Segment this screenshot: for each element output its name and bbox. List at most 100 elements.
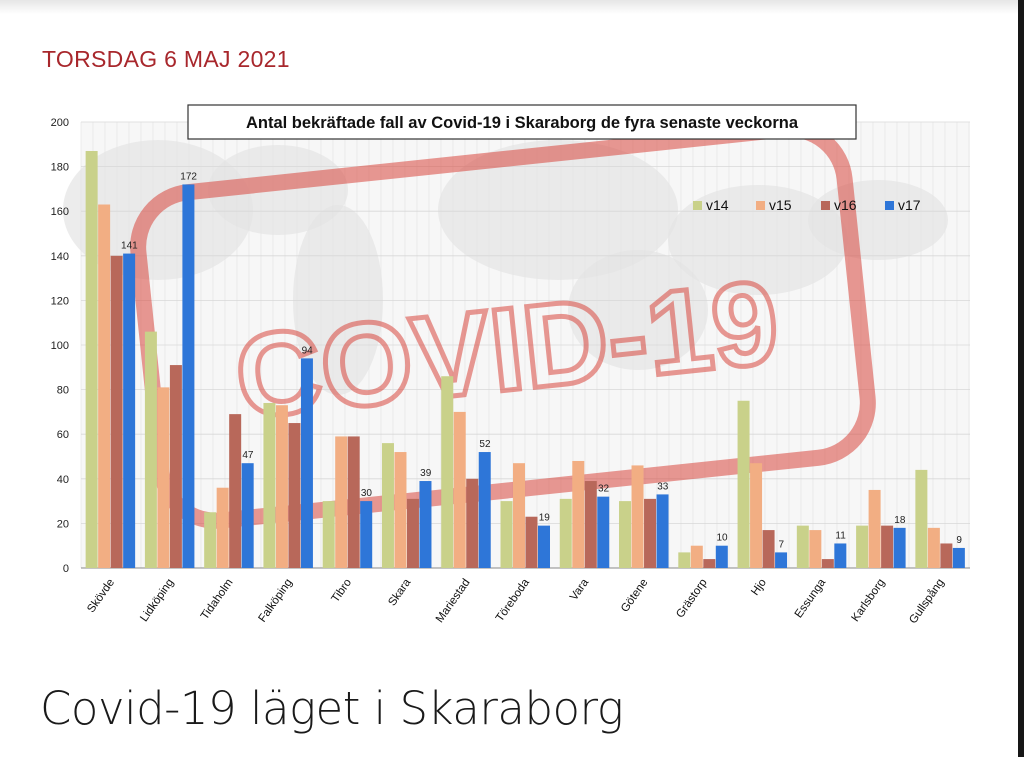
legend-label: v16	[834, 197, 857, 213]
bar-v17	[715, 545, 728, 568]
bar-v14	[678, 552, 691, 568]
legend-swatch	[821, 201, 830, 210]
x-tick-label: Tidaholm	[199, 577, 236, 622]
article-headline[interactable]: Covid-19 läget i Skaraborg	[40, 682, 624, 735]
bar-v15	[216, 487, 229, 568]
bar-v17	[478, 452, 491, 568]
bar-v14	[619, 501, 632, 568]
data-label: 11	[835, 530, 846, 541]
bar-v15	[453, 411, 466, 568]
bar-v14	[263, 402, 276, 568]
x-tick-label: Falköping	[256, 577, 294, 625]
data-label: 47	[242, 450, 254, 461]
x-tick-label: Karlsborg	[849, 577, 887, 624]
y-tick-label: 100	[51, 340, 69, 352]
data-label: 30	[361, 488, 373, 499]
bar-v16	[881, 525, 894, 568]
bar-v17	[360, 501, 373, 568]
x-tick-label: Götene	[619, 577, 650, 615]
bar-v15	[335, 436, 348, 568]
bar-v14	[915, 469, 928, 568]
bar-v17	[419, 481, 432, 568]
data-label: 32	[598, 484, 610, 495]
bar-v17	[775, 552, 788, 568]
y-tick-label: 0	[63, 563, 69, 575]
bar-v15	[572, 460, 585, 568]
y-tick-label: 200	[51, 117, 69, 129]
data-label: 33	[657, 481, 669, 492]
legend-label: v14	[706, 197, 729, 213]
x-tick-label: Mariestad	[434, 577, 473, 625]
x-tick-label: Hjo	[749, 577, 769, 598]
bar-v17	[952, 547, 965, 568]
map-shape	[668, 185, 848, 295]
bar-v15	[513, 463, 525, 568]
y-tick-label: 20	[57, 518, 69, 530]
bar-v16	[762, 530, 775, 568]
legend-swatch	[756, 201, 765, 210]
bar-v15	[809, 530, 822, 568]
y-tick-label: 180	[51, 162, 69, 174]
bar-v16	[940, 543, 953, 568]
bar-v14	[204, 512, 217, 568]
x-tick-label: Skövde	[85, 577, 117, 615]
data-label: 39	[420, 468, 432, 479]
bar-v14	[381, 443, 394, 568]
y-tick-label: 140	[51, 251, 69, 263]
data-label: 94	[302, 345, 314, 356]
bar-v17	[300, 358, 313, 568]
bar-v16	[584, 481, 597, 568]
legend-swatch	[885, 201, 894, 210]
bar-v14	[85, 150, 98, 569]
bar-v15	[631, 465, 644, 568]
bar-v16	[703, 559, 716, 568]
bars	[85, 150, 965, 569]
bar-v14	[322, 501, 335, 568]
bar-v17	[123, 253, 136, 568]
covid-cases-bar-chart: COVID-1902040608010012014016018020014117…	[51, 104, 970, 626]
bar-v17	[182, 184, 195, 568]
legend-label: v17	[898, 197, 921, 213]
legend: v14 v15 v16 v17	[693, 197, 921, 213]
data-label: 9	[956, 535, 962, 546]
x-tick-label: Lidköping	[138, 577, 176, 624]
bar-v16	[406, 498, 419, 568]
chart-title-box	[187, 104, 857, 140]
bar-v16	[347, 436, 360, 568]
bar-v17	[834, 543, 847, 568]
x-tick-label: Tibro	[330, 577, 355, 605]
y-tick-label: 120	[51, 295, 69, 307]
bar-v16	[466, 478, 479, 568]
y-tick-label: 160	[51, 206, 69, 218]
x-tick-label: Töreboda	[494, 576, 532, 624]
top-shadow	[0, 0, 1024, 14]
bar-v17	[538, 525, 550, 568]
data-label: 18	[894, 515, 906, 526]
y-tick-label: 40	[57, 474, 69, 486]
bar-v16	[288, 423, 301, 568]
bar-v17	[656, 494, 669, 568]
bar-v15	[690, 545, 703, 568]
y-tick-label: 80	[57, 385, 69, 397]
data-label: 19	[539, 513, 551, 524]
bar-v14	[500, 501, 513, 568]
bar-v15	[750, 463, 763, 568]
bar-v17	[241, 463, 254, 568]
bar-v16	[110, 255, 123, 569]
bar-v17	[597, 496, 610, 568]
y-tick-label: 60	[57, 429, 69, 441]
bar-v16	[169, 365, 182, 568]
chart-title: Antal bekräftade fall av Covid-19 i Skar…	[246, 114, 799, 132]
bar-v15	[868, 489, 881, 568]
data-label: 10	[716, 533, 728, 544]
bar-v14	[144, 331, 157, 568]
x-tick-label: Gullspång	[907, 577, 947, 626]
bar-v15	[98, 204, 111, 568]
article-date: TORSDAG 6 MAJ 2021	[42, 46, 290, 72]
x-tick-label: Grästorp	[674, 577, 709, 621]
bar-v14	[856, 525, 869, 568]
bar-v14	[796, 525, 809, 568]
bar-v14	[441, 376, 454, 568]
map-shape	[438, 140, 678, 280]
bar-v15	[275, 405, 288, 568]
